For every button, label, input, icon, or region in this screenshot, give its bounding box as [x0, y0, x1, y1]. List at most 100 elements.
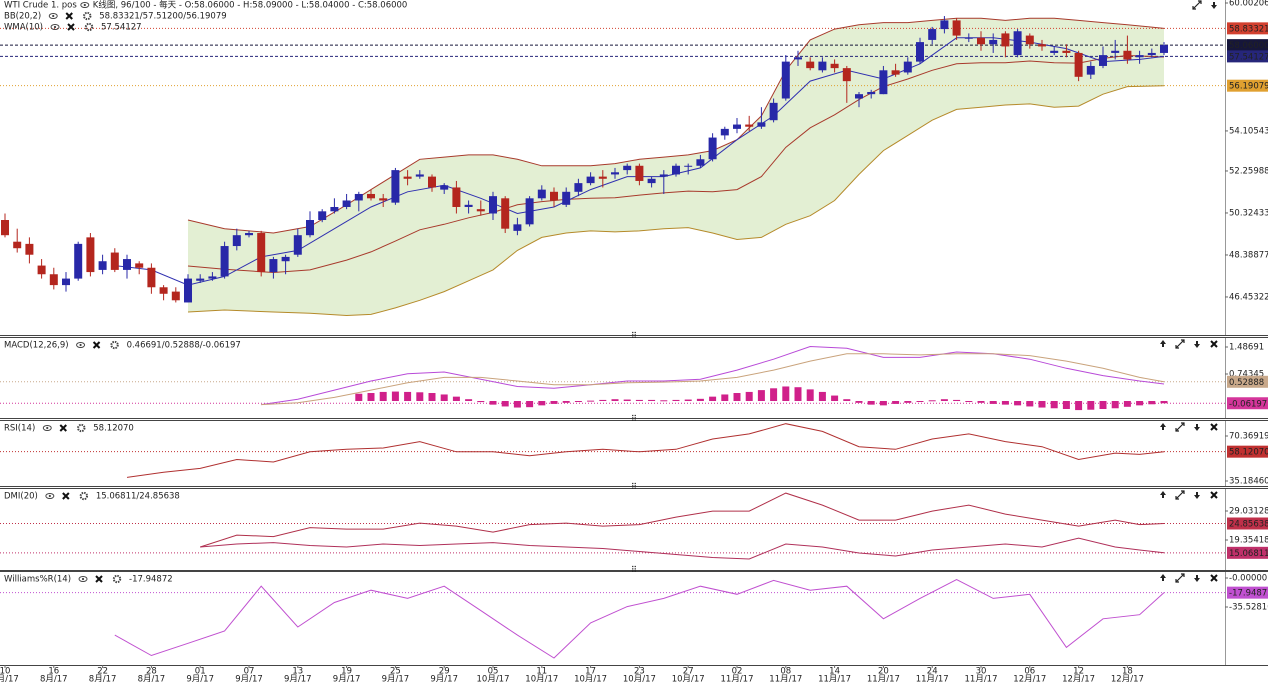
- remove-icon[interactable]: [95, 575, 103, 583]
- maximize-icon[interactable]: [1175, 573, 1185, 583]
- maximize-icon[interactable]: [1175, 339, 1185, 349]
- candle-body: [86, 237, 95, 273]
- candle-body: [415, 174, 424, 177]
- maximize-icon[interactable]: [1192, 0, 1202, 10]
- remove-icon[interactable]: [92, 341, 101, 349]
- visibility-icon-pupil: [79, 343, 82, 347]
- x-tick-month: 10月/17: [672, 675, 705, 682]
- histogram-bar: [379, 391, 387, 402]
- remove-icon[interactable]: [1210, 491, 1218, 499]
- histogram-bar: [879, 401, 887, 406]
- candle-body: [623, 165, 632, 171]
- x-tick-label: 02: [732, 667, 743, 677]
- candle-body: [428, 176, 437, 188]
- indicator-name: BB(20,2): [4, 12, 41, 22]
- x-tick-label: 18: [1122, 667, 1133, 677]
- x-tick-month: 9月/17: [382, 675, 410, 682]
- candle-body: [1013, 31, 1022, 56]
- y-tick-label: 70.36919: [1229, 432, 1268, 442]
- x-tick-month: 11月/17: [818, 675, 851, 682]
- histogram-bar: [989, 401, 997, 404]
- remove-icon[interactable]: [59, 424, 67, 432]
- visibility-icon[interactable]: [80, 2, 90, 8]
- remove-icon[interactable]: [65, 12, 73, 20]
- visibility-icon[interactable]: [50, 24, 60, 30]
- histogram-bar: [867, 401, 875, 405]
- candle-body: [318, 211, 327, 221]
- candle-body: [147, 267, 156, 288]
- move-up-icon[interactable]: [1160, 423, 1166, 430]
- histogram-bar: [904, 401, 912, 403]
- candle-body: [440, 185, 449, 190]
- x-tick-month: 9月/17: [430, 675, 458, 682]
- x-tick-label: 19: [341, 667, 352, 677]
- move-up-icon[interactable]: [1160, 340, 1166, 347]
- maximize-icon[interactable]: [1175, 422, 1185, 432]
- histogram-bar: [440, 394, 448, 402]
- indicator-name: RSI(14): [4, 424, 35, 434]
- x-tick-label: 16: [48, 667, 59, 677]
- x-tick-label: 28: [146, 667, 157, 677]
- move-down-icon[interactable]: [1194, 341, 1200, 348]
- visibility-icon[interactable]: [42, 425, 52, 431]
- visibility-icon[interactable]: [78, 576, 88, 582]
- move-up-icon[interactable]: [1160, 491, 1166, 498]
- indicator-line: [114, 579, 1165, 659]
- resize-handle: ⠿: [631, 332, 637, 342]
- candle-body: [769, 102, 778, 121]
- remove-icon[interactable]: [1210, 423, 1218, 431]
- settings-icon[interactable]: [79, 491, 89, 501]
- candle-body: [25, 243, 34, 255]
- candle-body: [159, 287, 168, 294]
- candle-body: [794, 57, 803, 60]
- indicator-line: [126, 423, 1165, 478]
- x-tick-label: 08: [780, 667, 791, 677]
- histogram-bar: [452, 396, 460, 402]
- remove-icon[interactable]: [1210, 574, 1218, 582]
- histogram-bar: [391, 391, 399, 402]
- visibility-icon[interactable]: [76, 342, 86, 348]
- settings-icon[interactable]: [112, 574, 122, 584]
- visibility-icon[interactable]: [48, 13, 58, 19]
- candle-body: [135, 263, 144, 268]
- candle-body: [574, 183, 583, 192]
- histogram-bar: [757, 390, 765, 402]
- x-tick-month: 8月/17: [0, 675, 19, 682]
- y-tick-label: 19.35418: [1229, 535, 1268, 545]
- candle-body: [171, 291, 180, 301]
- x-tick-month: 8月/17: [138, 675, 166, 682]
- settings-icon[interactable]: [77, 423, 86, 433]
- candle-body: [562, 191, 571, 205]
- remove-icon[interactable]: [1210, 340, 1218, 348]
- move-down-icon[interactable]: [1194, 492, 1200, 499]
- settings-icon[interactable]: [83, 11, 92, 21]
- x-tick-label: 07: [244, 667, 255, 677]
- histogram-bar: [501, 401, 509, 407]
- visibility-icon[interactable]: [45, 493, 55, 499]
- maximize-icon[interactable]: [1175, 490, 1185, 500]
- candle-body: [708, 137, 717, 160]
- histogram-bar: [806, 389, 814, 402]
- candle-body: [13, 241, 22, 249]
- remove-icon[interactable]: [62, 492, 70, 500]
- histogram-bar: [782, 386, 790, 402]
- move-down-icon[interactable]: [1194, 424, 1200, 431]
- settings-icon[interactable]: [110, 340, 119, 350]
- x-tick-label: 06: [1024, 667, 1035, 677]
- remove-icon[interactable]: [67, 23, 75, 31]
- move-up-icon[interactable]: [1160, 574, 1166, 581]
- candle-body: [879, 70, 888, 95]
- instrument-name: WTI Crude 1. pos: [4, 1, 77, 11]
- move-down-icon[interactable]: [1194, 575, 1200, 582]
- visibility-icon-pupil: [83, 3, 86, 7]
- histogram-bar: [416, 392, 424, 402]
- x-tick-month: 9月/17: [333, 675, 361, 682]
- histogram-bar: [587, 400, 595, 402]
- move-down-icon[interactable]: [1211, 2, 1217, 9]
- candle-body: [781, 61, 790, 99]
- indicator-name: Williams%R(14): [4, 575, 71, 585]
- x-tick-label: 05: [488, 667, 499, 677]
- candle-body: [1160, 45, 1169, 53]
- histogram-bar: [855, 401, 863, 403]
